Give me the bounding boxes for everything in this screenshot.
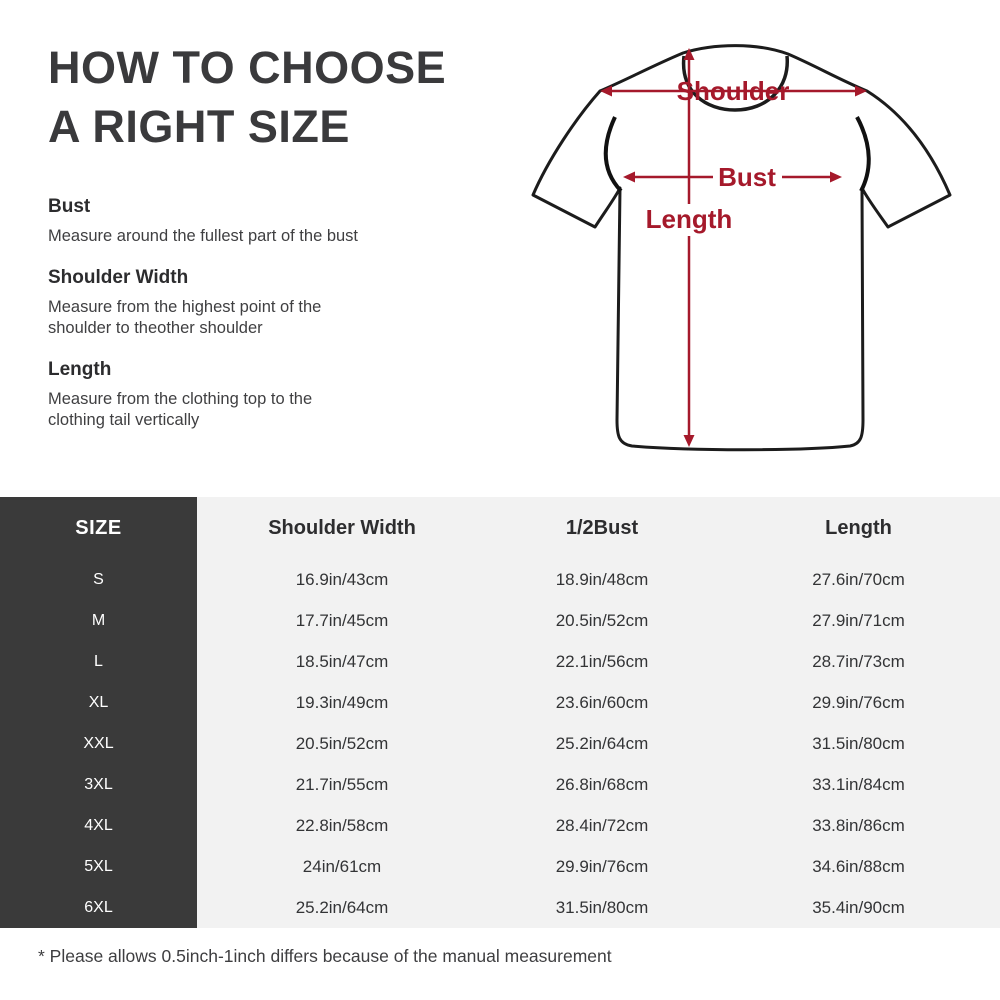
column-header-half-bust: 1/2Bust (565, 516, 639, 539)
shoulder-arrow (600, 85, 867, 97)
measurement-value: 19.3in/49cm (295, 692, 389, 712)
table-row: XXL 20.5in/52cm 25.2in/64cm 31.5in/80cm (0, 723, 1000, 764)
guide-section-bust: Bust Measure around the fullest part of … (48, 196, 498, 247)
measurement-value: 25.2in/64cm (555, 733, 649, 753)
measurement-value: 31.5in/80cm (812, 733, 905, 753)
tshirt-diagram-svg: Shoulder Bust Length (531, 44, 952, 452)
guide-section-shoulder: Shoulder Width Measure from the highest … (48, 267, 498, 339)
table-row: 3XL 21.7in/55cm 26.8in/68cm 33.1in/84cm (0, 764, 1000, 805)
measurement-value: 33.1in/84cm (812, 774, 905, 794)
size-label: 3XL (0, 764, 197, 805)
tshirt-outline (531, 44, 952, 452)
tshirt-right-seam (855, 116, 871, 192)
measurement-value: 28.7in/73cm (812, 651, 905, 671)
measurement-value: 28.4in/72cm (555, 815, 649, 835)
size-label: S (0, 559, 197, 600)
measurement-value: 35.4in/90cm (812, 897, 905, 917)
measurement-value: 26.8in/68cm (555, 774, 649, 794)
tshirt-measurement-diagram: Shoulder Bust Length (520, 20, 980, 460)
measurement-value: 17.7in/45cm (295, 610, 389, 630)
tshirt-left-seam (603, 116, 623, 193)
measurement-value: 29.9in/76cm (555, 856, 649, 876)
measurement-value: 33.8in/86cm (812, 815, 905, 835)
table-row: 5XL 24in/61cm 29.9in/76cm 34.6in/88cm (0, 846, 1000, 887)
column-header-size: SIZE (0, 497, 197, 559)
guide-section-length: Length Measure from the clothing top to … (48, 359, 498, 431)
page-title-line1: HOW TO CHOOSE (48, 42, 447, 93)
measurement-value: 22.1in/56cm (555, 651, 649, 671)
guide-heading-shoulder: Shoulder Width (48, 267, 189, 288)
measurement-value: 16.9in/43cm (295, 569, 389, 589)
size-label: M (0, 600, 197, 641)
table-row: S 16.9in/43cm 18.9in/48cm 27.6in/70cm (0, 559, 1000, 600)
measurement-value: 20.5in/52cm (555, 610, 649, 630)
measurement-disclaimer: * Please allows 0.5inch-1inch differs be… (38, 946, 612, 966)
table-row: XL 19.3in/49cm 23.6in/60cm 29.9in/76cm (0, 682, 1000, 723)
length-arrow-label: Length (646, 204, 733, 234)
guide-desc-shoulder: Measure from the highest point of the sh… (48, 298, 322, 337)
length-arrow (683, 48, 695, 447)
measurement-value: 27.6in/70cm (812, 569, 905, 589)
measurement-value: 18.9in/48cm (555, 569, 649, 589)
measurement-value: 24in/61cm (302, 856, 382, 876)
measurement-value: 22.8in/58cm (295, 815, 389, 835)
bust-arrow-label: Bust (718, 162, 776, 192)
measurement-value: 31.5in/80cm (555, 897, 649, 917)
measurement-value: 21.7in/55cm (295, 774, 389, 794)
size-label: XL (0, 682, 197, 723)
guide-desc-length: Measure from the clothing top to the clo… (48, 390, 313, 429)
size-label: 6XL (0, 887, 197, 928)
table-row: 4XL 22.8in/58cm 28.4in/72cm 33.8in/86cm (0, 805, 1000, 846)
page-title: HOW TO CHOOSE A RIGHT SIZE (48, 38, 498, 156)
measurement-value: 29.9in/76cm (812, 692, 905, 712)
guide-desc-bust: Measure around the fullest part of the b… (48, 227, 359, 245)
measurement-value: 25.2in/64cm (295, 897, 389, 917)
size-guide-intro: HOW TO CHOOSE A RIGHT SIZE Bust Measure … (48, 38, 498, 451)
page-title-line2: A RIGHT SIZE (48, 101, 350, 152)
table-row: L 18.5in/47cm 22.1in/56cm 28.7in/73cm (0, 641, 1000, 682)
column-header-shoulder-width: Shoulder Width (268, 516, 416, 539)
measurement-value: 23.6in/60cm (555, 692, 649, 712)
guide-heading-bust: Bust (48, 196, 91, 217)
shoulder-arrow-label: Shoulder (677, 76, 790, 106)
table-row: M 17.7in/45cm 20.5in/52cm 27.9in/71cm (0, 600, 1000, 641)
size-label: XXL (0, 723, 197, 764)
measurement-value: 18.5in/47cm (295, 651, 389, 671)
guide-heading-length: Length (48, 359, 112, 380)
size-label: 5XL (0, 846, 197, 887)
bust-arrow (623, 171, 842, 183)
size-label: L (0, 641, 197, 682)
column-header-length: Length (825, 516, 892, 539)
size-label: 4XL (0, 805, 197, 846)
size-table-header: SIZE Shoulder Width 1/2Bust Length (0, 497, 1000, 559)
measurement-value: 34.6in/88cm (812, 856, 905, 876)
size-table-body: S 16.9in/43cm 18.9in/48cm 27.6in/70cm M 17.7i… (0, 559, 1000, 928)
table-row: 6XL 25.2in/64cm 31.5in/80cm 35.4in/90cm (0, 887, 1000, 928)
size-table: SIZE Shoulder Width 1/2Bust Length S 16.9… (0, 497, 1000, 928)
measurement-value: 27.9in/71cm (812, 610, 905, 630)
measurement-value: 20.5in/52cm (295, 733, 389, 753)
